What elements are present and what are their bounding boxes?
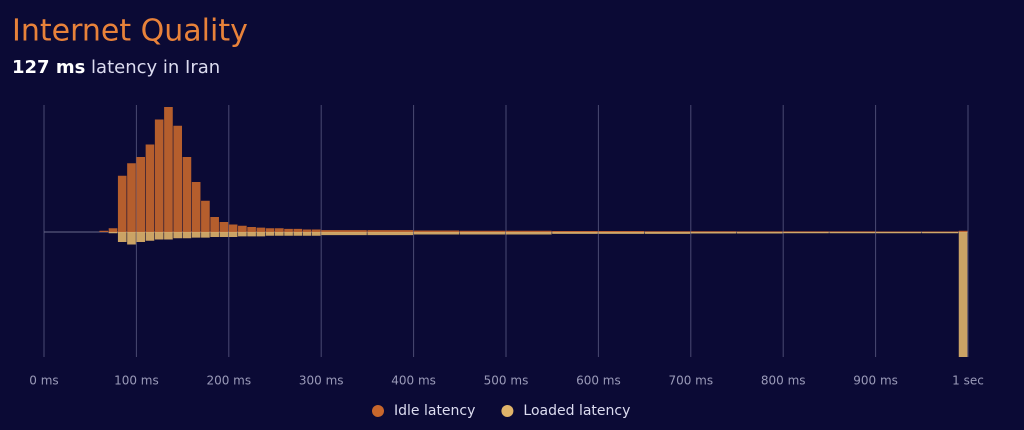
- bar: [219, 232, 229, 237]
- bar: [690, 231, 737, 232]
- bar: [459, 232, 506, 235]
- legend-label: Loaded latency: [523, 403, 630, 419]
- bar: [228, 232, 238, 237]
- bar: [284, 228, 293, 232]
- x-tick-label: 200 ms: [206, 374, 251, 388]
- bar: [598, 231, 644, 232]
- bar: [321, 232, 367, 236]
- bar: [552, 232, 598, 234]
- bar: [191, 232, 201, 238]
- bar: [737, 232, 783, 234]
- bar: [154, 119, 164, 232]
- x-tick-label: 500 ms: [484, 374, 529, 388]
- bar: [644, 232, 691, 234]
- legend-swatch: [372, 405, 384, 417]
- bar: [99, 230, 109, 232]
- bar: [783, 231, 829, 232]
- bar: [173, 125, 182, 232]
- bar: [108, 232, 118, 234]
- x-tick-label: 0 ms: [29, 374, 58, 388]
- bar: [256, 232, 266, 237]
- bar: [201, 200, 210, 232]
- bar: [247, 232, 256, 237]
- bar: [145, 144, 155, 232]
- bar: [690, 232, 737, 234]
- bar: [921, 231, 959, 232]
- bar: [293, 232, 303, 236]
- bar: [182, 157, 192, 232]
- x-tick-label: 300 ms: [299, 374, 344, 388]
- bar: [284, 232, 293, 236]
- bar: [219, 222, 229, 232]
- bar: [311, 229, 321, 232]
- x-tick-label: 900 ms: [853, 374, 898, 388]
- bar: [737, 231, 783, 232]
- bar: [552, 231, 598, 232]
- bar: [875, 232, 922, 234]
- bar: [265, 232, 275, 236]
- bar: [136, 157, 146, 232]
- bar: [302, 232, 312, 236]
- bar: [127, 232, 136, 245]
- bar: [256, 227, 266, 232]
- x-tick-label: 600 ms: [576, 374, 621, 388]
- bar: [783, 232, 829, 234]
- bar: [238, 232, 247, 237]
- bar: [829, 232, 875, 234]
- bar: [238, 225, 247, 232]
- bar: [228, 224, 238, 232]
- bar: [191, 182, 201, 232]
- bar: [875, 231, 922, 232]
- bar: [247, 227, 256, 232]
- bar: [644, 231, 691, 232]
- bar: [201, 232, 210, 238]
- bar: [367, 230, 413, 232]
- bar: [302, 229, 312, 232]
- bar: [459, 230, 506, 232]
- bar: [321, 230, 367, 232]
- x-tick-label: 400 ms: [391, 374, 436, 388]
- chart-title: Internet Quality: [12, 14, 248, 49]
- legend-swatch: [501, 405, 514, 417]
- bar: [958, 230, 968, 232]
- subtitle: 127 ms latency in Iran: [12, 57, 220, 78]
- bar: [265, 228, 275, 232]
- bar: [210, 232, 219, 237]
- bar: [127, 163, 136, 232]
- bar: [829, 231, 875, 232]
- bar: [164, 107, 173, 232]
- bar: [164, 232, 173, 240]
- bar: [311, 232, 321, 236]
- bar: [921, 232, 959, 234]
- bar: [413, 232, 460, 235]
- x-tick-label: 800 ms: [761, 374, 806, 388]
- subtitle-emphasis: 127 ms: [12, 57, 85, 78]
- bar: [173, 232, 182, 239]
- bar: [958, 232, 968, 357]
- bar: [598, 232, 644, 234]
- x-tick-label: 700 ms: [668, 374, 713, 388]
- bar: [413, 230, 460, 232]
- legend-label: Idle latency: [394, 403, 475, 419]
- bar: [117, 232, 127, 242]
- x-tick-label: 100 ms: [114, 374, 159, 388]
- bar: [210, 217, 219, 232]
- bar: [117, 175, 127, 232]
- bar: [367, 232, 413, 236]
- bar: [275, 228, 284, 232]
- bar: [506, 232, 552, 235]
- bar: [136, 232, 146, 242]
- subtitle-text: latency in Iran: [91, 57, 220, 78]
- x-tick-label: 1 sec: [952, 374, 984, 388]
- bar: [293, 228, 303, 232]
- bar: [275, 232, 284, 236]
- bar: [108, 228, 118, 232]
- bar: [145, 232, 155, 241]
- bar: [154, 232, 164, 240]
- bar: [506, 230, 552, 232]
- bar: [182, 232, 192, 239]
